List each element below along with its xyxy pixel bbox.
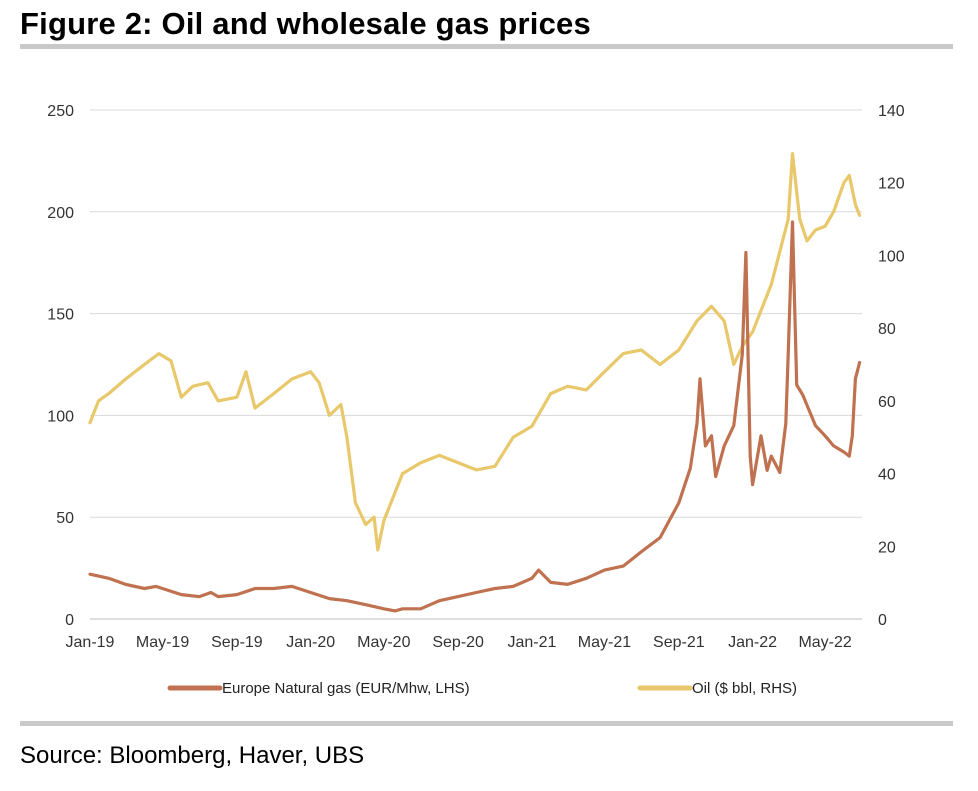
y-left-tick-label: 50 [56, 510, 74, 527]
y-right-tick-label: 60 [878, 394, 896, 411]
x-tick-label: May-19 [136, 634, 189, 651]
legend-label: Oil ($ bbl, RHS) [692, 680, 797, 697]
y-right-tick-label: 80 [878, 321, 896, 338]
line-chart: 0 50 100 150 200 250 0 20 40 60 80 100 120 140 Jan-19 M… [47, 103, 905, 697]
x-tick-label: Jan-22 [728, 634, 777, 651]
y-left-tick-label: 200 [47, 205, 74, 222]
title-divider [20, 44, 953, 49]
y-right-tick-label: 140 [878, 103, 905, 120]
y-right-tick-label: 20 [878, 539, 896, 556]
x-tick-label: May-22 [798, 634, 851, 651]
x-tick-label: May-21 [578, 634, 631, 651]
legend-label: Europe Natural gas (EUR/Mhw, LHS) [222, 680, 470, 697]
y-left-tick-label: 0 [65, 612, 74, 629]
gas-series-line [88, 220, 862, 613]
source-note: Source: Bloomberg, Haver, UBS [20, 742, 365, 769]
y-right-tick-label: 100 [878, 248, 905, 265]
x-tick-label: Sep-19 [211, 634, 263, 651]
y-right-tick-label: 0 [878, 612, 887, 629]
source-divider [20, 721, 953, 726]
x-tick-label: Jan-21 [507, 634, 556, 651]
x-tick-label: Sep-20 [432, 634, 484, 651]
x-tick-label: Sep-21 [653, 634, 705, 651]
y-right-tick-label: 120 [878, 176, 905, 193]
x-tick-label: Jan-20 [286, 634, 335, 651]
oil-series-line [88, 152, 862, 552]
x-tick-label: Jan-19 [66, 634, 115, 651]
y-left-tick-label: 100 [47, 408, 74, 425]
chart-title: Figure 2: Oil and wholesale gas prices [20, 6, 591, 41]
y-right-tick-label: 40 [878, 467, 896, 484]
x-tick-label: May-20 [357, 634, 410, 651]
y-left-tick-label: 250 [47, 103, 74, 120]
y-left-tick-label: 150 [47, 307, 74, 324]
